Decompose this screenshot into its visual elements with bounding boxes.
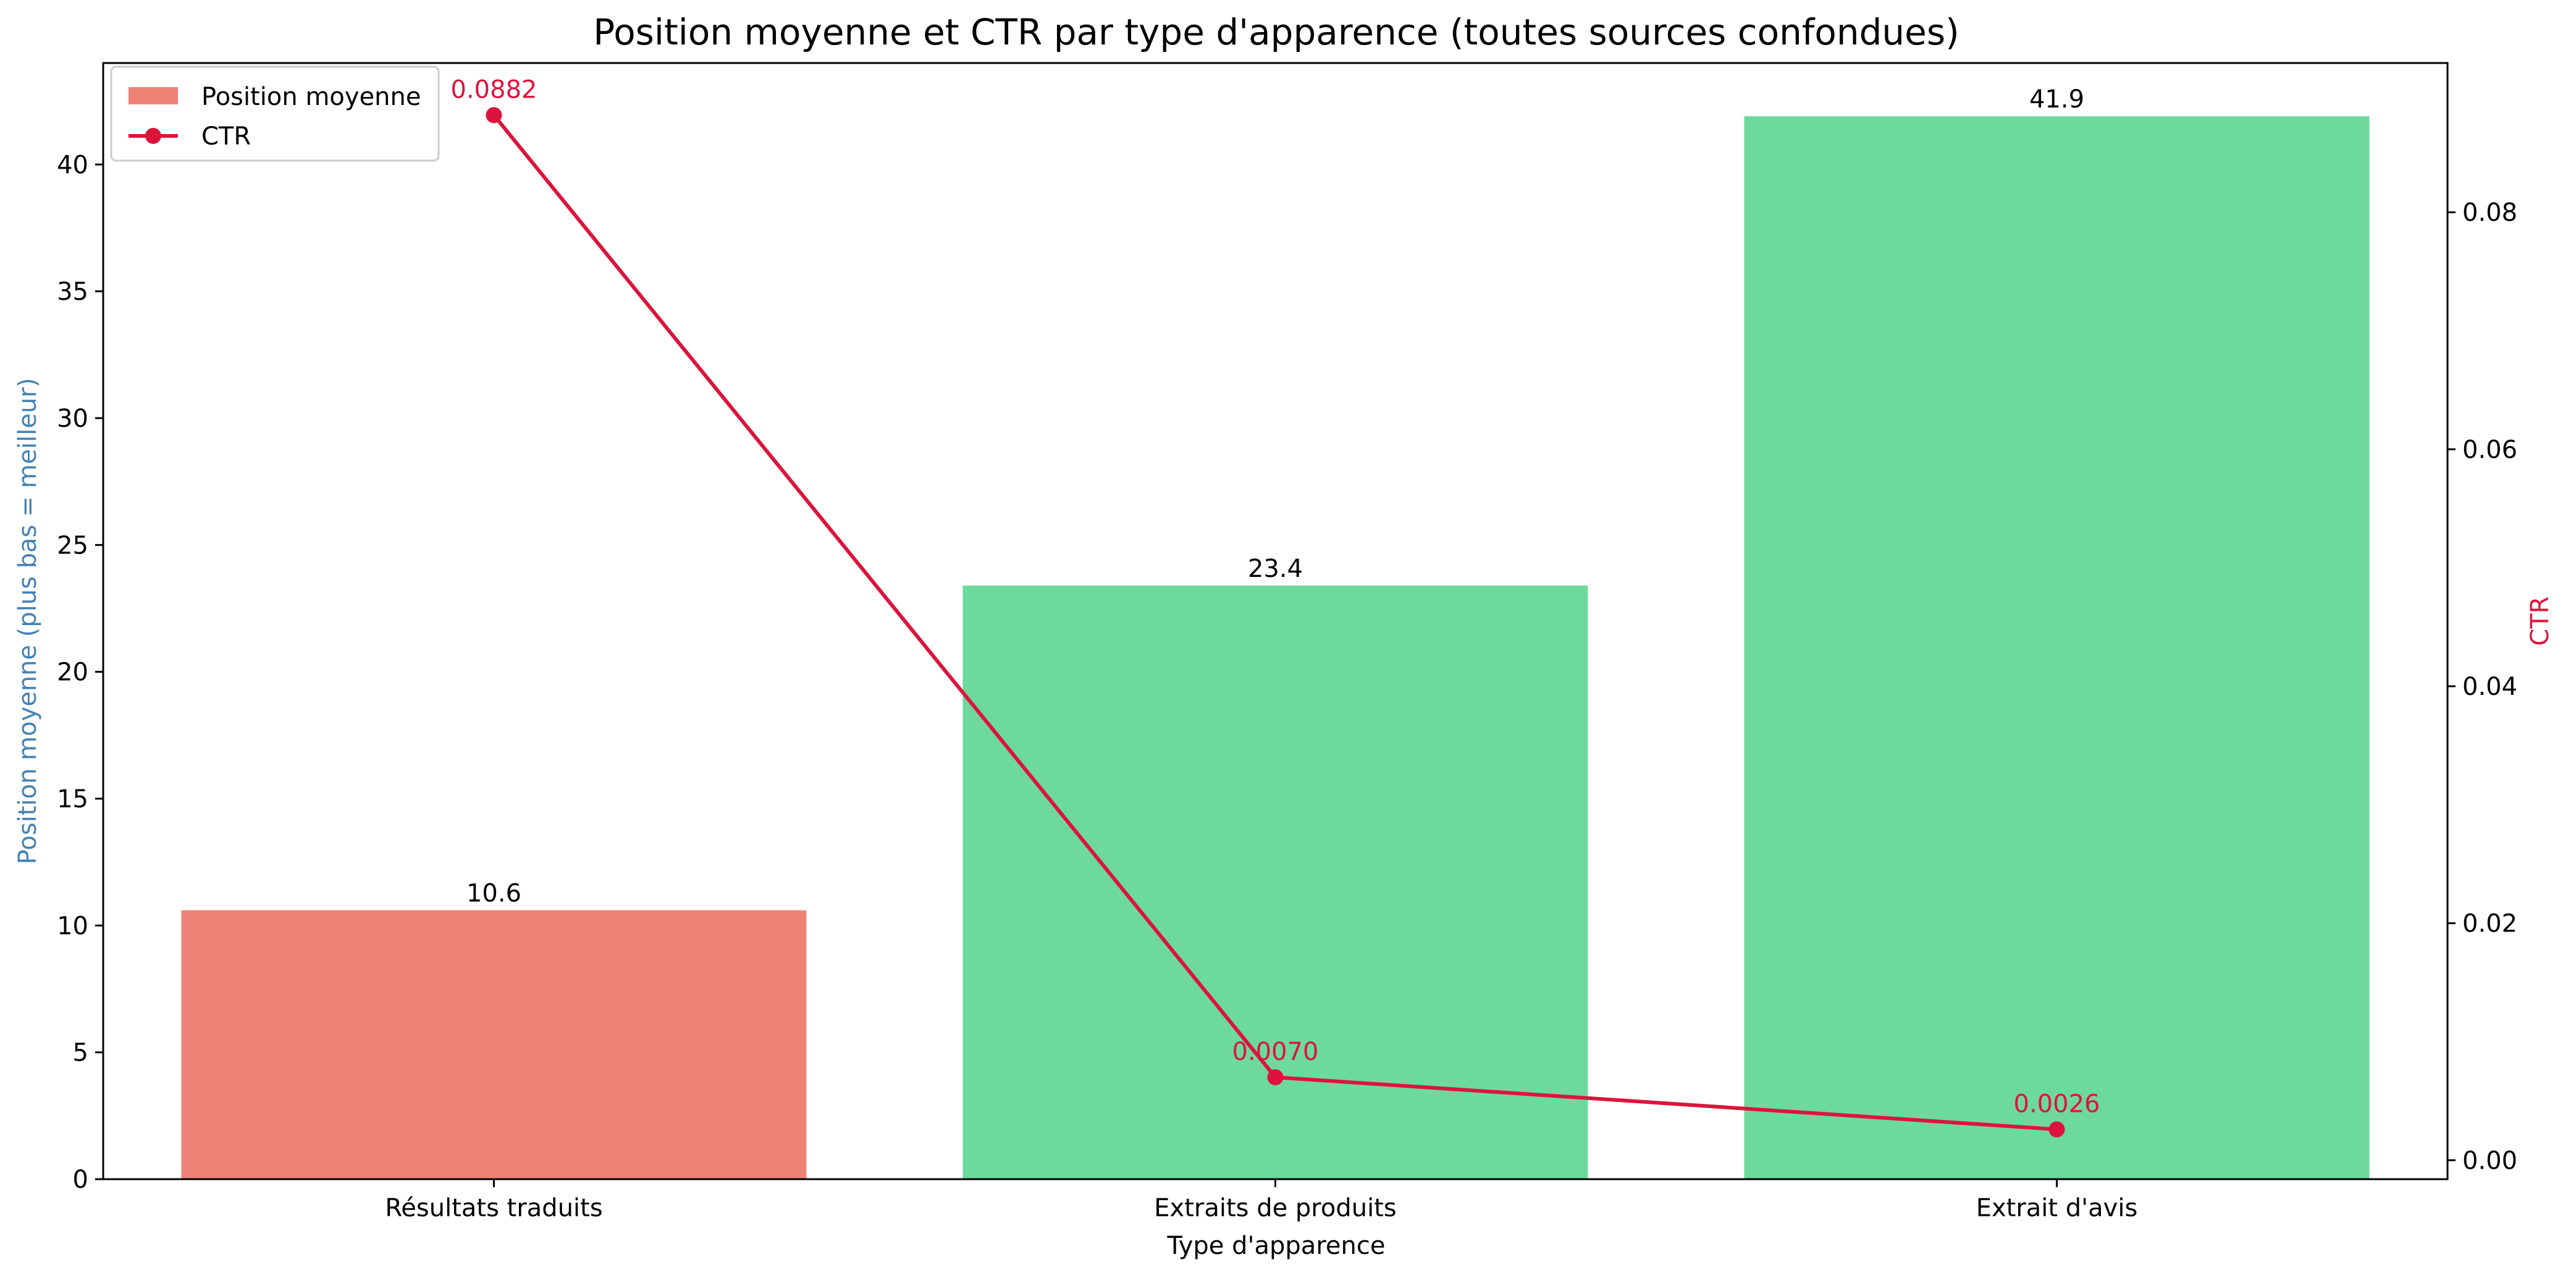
y-tick-label-20: 20	[57, 658, 88, 687]
bars-layer	[181, 116, 2370, 1180]
y2-tick-label-1: 0.02	[2462, 910, 2517, 938]
ctr-point-2	[1267, 1069, 1284, 1086]
y-tick-label-25: 25	[57, 531, 88, 560]
bar-value-label-1: 10.6	[466, 880, 521, 908]
y-tick-label-35: 35	[57, 278, 88, 306]
bar-value-label-2: 23.4	[1248, 555, 1303, 583]
x-tick-label-2: Extraits de produits	[1154, 1194, 1396, 1222]
bar-3	[1744, 116, 2370, 1180]
y2-tick-label-4: 0.08	[2462, 199, 2517, 227]
legend-label-ctr: CTR	[201, 122, 251, 151]
y-tick-label-40: 40	[57, 151, 88, 179]
y2-tick-label-2: 0.04	[2462, 673, 2517, 701]
y-tick-label-5: 5	[73, 1039, 88, 1067]
ctr-value-label-3: 0.0026	[2014, 1090, 2100, 1118]
ctr-value-label-1: 0.0882	[451, 75, 537, 104]
y-tick-label-0: 0	[73, 1166, 88, 1194]
bar-1	[181, 910, 807, 1179]
y-tick-label-15: 15	[57, 785, 88, 813]
axes-layer: 0 5 10 15 20 25 30 35 40 0.00 0.02 0.04 0.06 0.08 Résu…	[57, 62, 2517, 1222]
ctr-point-3	[2048, 1121, 2065, 1138]
legend-swatch-position-moyenne	[128, 87, 178, 104]
y2-tick-label-3: 0.06	[2462, 435, 2517, 464]
chart-title: Position moyenne et CTR par type d'appar…	[593, 11, 1959, 53]
bar-value-label-3: 41.9	[2029, 85, 2084, 114]
y-tick-label-30: 30	[57, 405, 88, 433]
x-axis-label: Type d'apparence	[1167, 1232, 1386, 1260]
labels-layer: 10.6 23.4 41.9 0.0882 0.0070 0.0026	[451, 75, 2100, 1118]
y-axis-label: Position moyenne (plus bas = meilleur)	[14, 378, 42, 865]
y-tick-label-10: 10	[57, 912, 88, 940]
y2-tick-label-0: 0.00	[2462, 1146, 2517, 1175]
ctr-value-label-2: 0.0070	[1232, 1038, 1319, 1066]
y2-axis-label: CTR	[2526, 596, 2554, 645]
legend-label-position-moyenne: Position moyenne	[201, 83, 421, 111]
ctr-point-1	[486, 107, 502, 124]
legend: Position moyenne CTR	[110, 65, 440, 162]
x-tick-label-1: Résultats traduits	[385, 1194, 602, 1222]
x-tick-label-3: Extrait d'avis	[1976, 1194, 2138, 1222]
legend-swatch-ctr-marker	[145, 128, 161, 144]
ctr-line-layer	[486, 107, 2065, 1138]
